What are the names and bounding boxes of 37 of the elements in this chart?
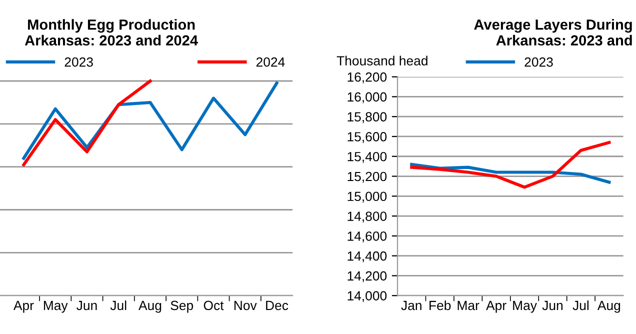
legend-label: 2024 xyxy=(256,57,285,67)
x-tick-label: May xyxy=(513,300,537,313)
x-tick-label: Apr xyxy=(13,300,34,313)
y-axis-title: Thousand head xyxy=(336,56,428,66)
x-tick-label: Dec xyxy=(266,300,288,310)
y-tick-label: 14,800 xyxy=(348,212,387,223)
x-tick-label: Sep xyxy=(170,300,194,313)
x-tick-label: Jun xyxy=(76,300,97,310)
x-tick-label: Jun xyxy=(542,300,563,310)
x-tick-label: Apr xyxy=(486,300,506,313)
legend-label: 2023 xyxy=(524,57,553,67)
x-tick-label: Jan xyxy=(401,300,422,310)
legend-label: 2023 xyxy=(64,57,93,67)
x-tick-label: Jul xyxy=(110,300,126,310)
line-series xyxy=(410,140,611,189)
x-tick-label: Aug xyxy=(138,300,162,313)
chart-title: Average Layers During Arkansas: 2023 and xyxy=(474,19,632,46)
x-tick-label: Mar xyxy=(458,300,480,310)
y-tick-label: 15,400 xyxy=(348,152,387,163)
y-tick-label: 16,200 xyxy=(348,72,387,84)
x-tick-label: Nov xyxy=(234,300,257,310)
y-tick-label: 15,200 xyxy=(348,172,387,183)
y-tick-label: 14,000 xyxy=(348,291,387,302)
y-tick-label: 16,000 xyxy=(348,92,387,104)
x-tick-label: Jul xyxy=(572,300,588,310)
y-tick-label: 14,600 xyxy=(348,231,387,242)
x-tick-label: Feb xyxy=(430,300,451,310)
y-tick-label: 15,000 xyxy=(348,192,387,203)
x-tick-label: May xyxy=(44,300,68,313)
x-tick-label: Oct xyxy=(204,300,224,310)
y-tick-label: 15,800 xyxy=(348,112,387,124)
y-tick-label: 14,400 xyxy=(348,251,387,262)
y-tick-label: 15,600 xyxy=(348,132,387,143)
line-series xyxy=(410,162,611,184)
chart-title: Monthly Egg Production Arkansas: 2023 and 2024 xyxy=(24,19,198,46)
y-tick-label: 14,200 xyxy=(348,271,387,282)
x-tick-label: Aug xyxy=(597,300,620,313)
